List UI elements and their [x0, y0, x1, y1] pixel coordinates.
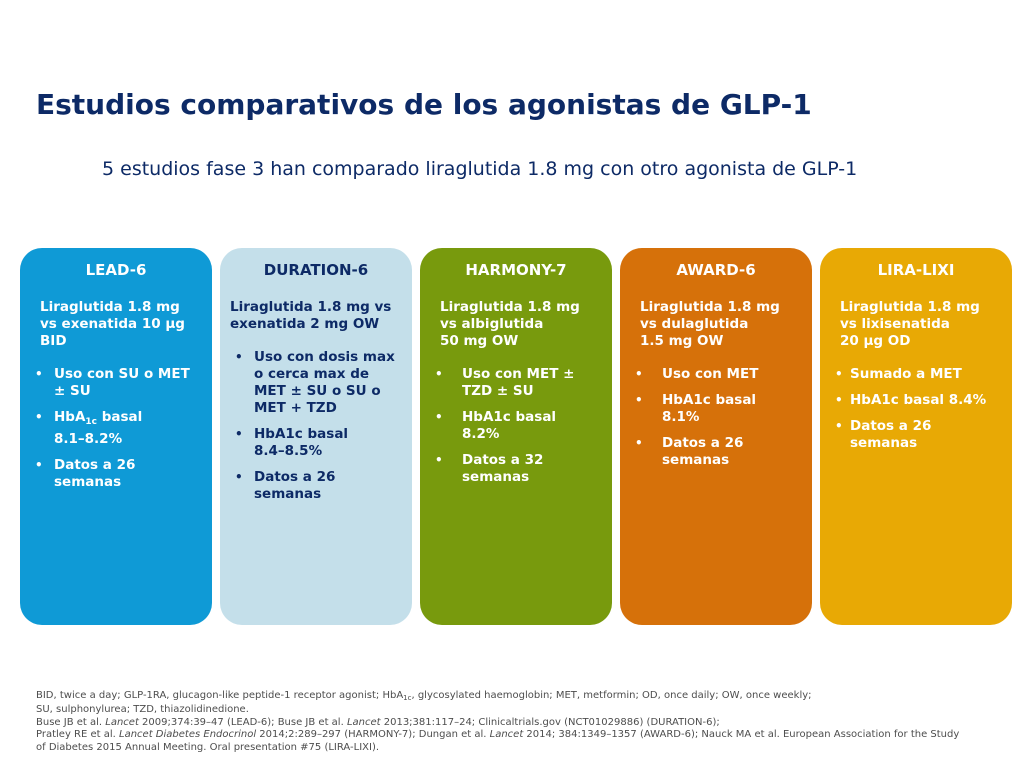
- study-card-comparison: Liraglutida 1.8 mg vs lixisenatida 20 µg…: [840, 299, 998, 350]
- comparison-line: BID: [40, 333, 67, 349]
- bullet-line: 8.1%: [662, 409, 700, 425]
- bullet-line: 8.2%: [462, 426, 500, 442]
- bullet-item: HbA1c basal 8.1–8.2%: [34, 409, 198, 448]
- bullet-item: Datos a 26 semanas: [634, 435, 798, 469]
- bullet-item: HbA1c basal 8.1%: [634, 392, 798, 426]
- bullet-line: Uso con MET: [662, 366, 759, 382]
- comparison-line: Liraglutida 1.8 mg: [440, 299, 580, 315]
- bullet-line: TZD ± SU: [462, 383, 534, 399]
- bullet-line: 8.1–8.2%: [54, 431, 123, 447]
- study-card-lira-lixi: LIRA-LIXI Liraglutida 1.8 mg vs lixisena…: [820, 248, 1012, 625]
- bullet-line: 8.4–8.5%: [254, 443, 323, 459]
- study-card-bullets: Sumado a MET HbA1c basal 8.4% Datos a 26…: [834, 366, 998, 452]
- bullet-line: semanas: [850, 435, 918, 451]
- study-card-bullets: Uso con MET HbA1c basal 8.1% Datos a 26 …: [634, 366, 798, 469]
- study-card-title: LEAD-6: [85, 261, 147, 279]
- comparison-line: Liraglutida 1.8 mg: [840, 299, 980, 315]
- bullet-line: HbA1c basal: [462, 409, 557, 425]
- bullet-line: semanas: [662, 452, 730, 468]
- study-card-bullets: Uso con MET ± TZD ± SU HbA1c basal 8.2% …: [434, 366, 598, 486]
- comparison-line: Liraglutida 1.8 mg: [640, 299, 780, 315]
- reference-line: Pratley RE et al. Lancet Diabetes Endocr…: [36, 729, 960, 741]
- bullet-line: Datos a 26: [54, 457, 136, 473]
- study-card-bullets: Uso con SU o MET ± SU HbA1c basal 8.1–8.…: [34, 366, 198, 491]
- bullet-line: Datos a 26: [662, 435, 744, 451]
- bullet-line: MET + TZD: [254, 400, 337, 416]
- bullet-item: Datos a 26 semanas: [34, 457, 198, 491]
- study-card-harmony-7: HARMONY-7 Liraglutida 1.8 mg vs albiglut…: [420, 248, 612, 625]
- abbreviations-line: SU, sulphonylurea; TZD, thiazolidinedion…: [36, 704, 249, 716]
- comparison-line: 20 µg OD: [840, 333, 911, 349]
- comparison-line: vs dulaglutida: [640, 316, 749, 332]
- bullet-line: HbA1c basal: [662, 392, 757, 408]
- bullet-item: Sumado a MET: [834, 366, 998, 383]
- bullet-line: ± SU: [54, 383, 91, 399]
- bullet-line: Datos a 32: [462, 452, 544, 468]
- comparison-line: 1.5 mg OW: [640, 333, 724, 349]
- bullet-item: HbA1c basal 8.2%: [434, 409, 598, 443]
- study-card-award-6: AWARD-6 Liraglutida 1.8 mg vs dulaglutid…: [620, 248, 812, 625]
- bullet-item: Uso con MET: [634, 366, 798, 383]
- abbreviations-line: BID, twice a day; GLP-1RA, glucagon-like…: [36, 690, 812, 702]
- bullet-item: Datos a 26 semanas: [234, 469, 398, 503]
- reference-line: of Diabetes 2015 Annual Meeting. Oral pr…: [36, 741, 380, 753]
- reference-line: Buse JB et al. Lancet 2009;374:39–47 (LE…: [36, 716, 720, 728]
- comparison-line: exenatida 2 mg OW: [230, 316, 380, 332]
- bullet-line: Uso con dosis max: [254, 349, 395, 365]
- study-card-comparison: Liraglutida 1.8 mg vs exenatida 10 µg BI…: [40, 299, 198, 350]
- study-card-title: HARMONY-7: [465, 261, 567, 279]
- bullet-line: semanas: [54, 474, 122, 490]
- bullet-line: HbA1c basal 8.4%: [850, 392, 987, 408]
- footnotes: BID, twice a day; GLP-1RA, glucagon-like…: [36, 690, 996, 754]
- comparison-line: Liraglutida 1.8 mg: [40, 299, 180, 315]
- bullet-line: MET ± SU o SU o: [254, 383, 381, 399]
- study-card-comparison: Liraglutida 1.8 mg vs dulaglutida 1.5 mg…: [640, 299, 798, 350]
- bullet-line: Uso con MET ±: [462, 366, 575, 382]
- bullet-line: HbA1c basal: [54, 409, 143, 427]
- study-card-title: AWARD-6: [676, 261, 756, 279]
- page-title: Estudios comparativos de los agonistas d…: [36, 88, 812, 121]
- bullet-line: Datos a 26: [254, 469, 336, 485]
- bullet-item: Datos a 32 semanas: [434, 452, 598, 486]
- comparison-line: 50 mg OW: [440, 333, 519, 349]
- bullet-item: Uso con dosis max o cerca max de MET ± S…: [234, 349, 398, 417]
- comparison-line: vs albiglutida: [440, 316, 544, 332]
- study-card-lead-6: LEAD-6 Liraglutida 1.8 mg vs exenatida 1…: [20, 248, 212, 625]
- bullet-item: Datos a 26 semanas: [834, 418, 998, 452]
- study-card-duration-6: DURATION-6 Liraglutida 1.8 mg vs exenati…: [220, 248, 412, 625]
- comparison-line: Liraglutida 1.8 mg vs: [230, 299, 392, 315]
- comparison-line: vs exenatida 10 µg: [40, 316, 185, 332]
- study-card-title: LIRA-LIXI: [877, 261, 955, 279]
- comparison-line: vs lixisenatida: [840, 316, 950, 332]
- bullet-item: HbA1c basal 8.4%: [834, 392, 998, 409]
- bullet-item: Uso con MET ± TZD ± SU: [434, 366, 598, 400]
- bullet-line: semanas: [462, 469, 530, 485]
- bullet-line: Datos a 26: [850, 418, 932, 434]
- bullet-line: o cerca max de: [254, 366, 370, 382]
- bullet-item: HbA1c basal 8.4–8.5%: [234, 426, 398, 460]
- bullet-item: Uso con SU o MET ± SU: [34, 366, 198, 400]
- bullet-line: Uso con SU o MET: [54, 366, 190, 382]
- bullet-line: HbA1c basal: [254, 426, 349, 442]
- study-card-comparison: Liraglutida 1.8 mg vs exenatida 2 mg OW: [230, 299, 398, 333]
- page-subtitle: 5 estudios fase 3 han comparado liraglut…: [102, 158, 858, 180]
- study-card-title: DURATION-6: [263, 261, 369, 279]
- study-card-comparison: Liraglutida 1.8 mg vs albiglutida 50 mg …: [440, 299, 598, 350]
- bullet-line: semanas: [254, 486, 322, 502]
- bullet-line: Sumado a MET: [850, 366, 962, 382]
- study-card-bullets: Uso con dosis max o cerca max de MET ± S…: [234, 349, 398, 503]
